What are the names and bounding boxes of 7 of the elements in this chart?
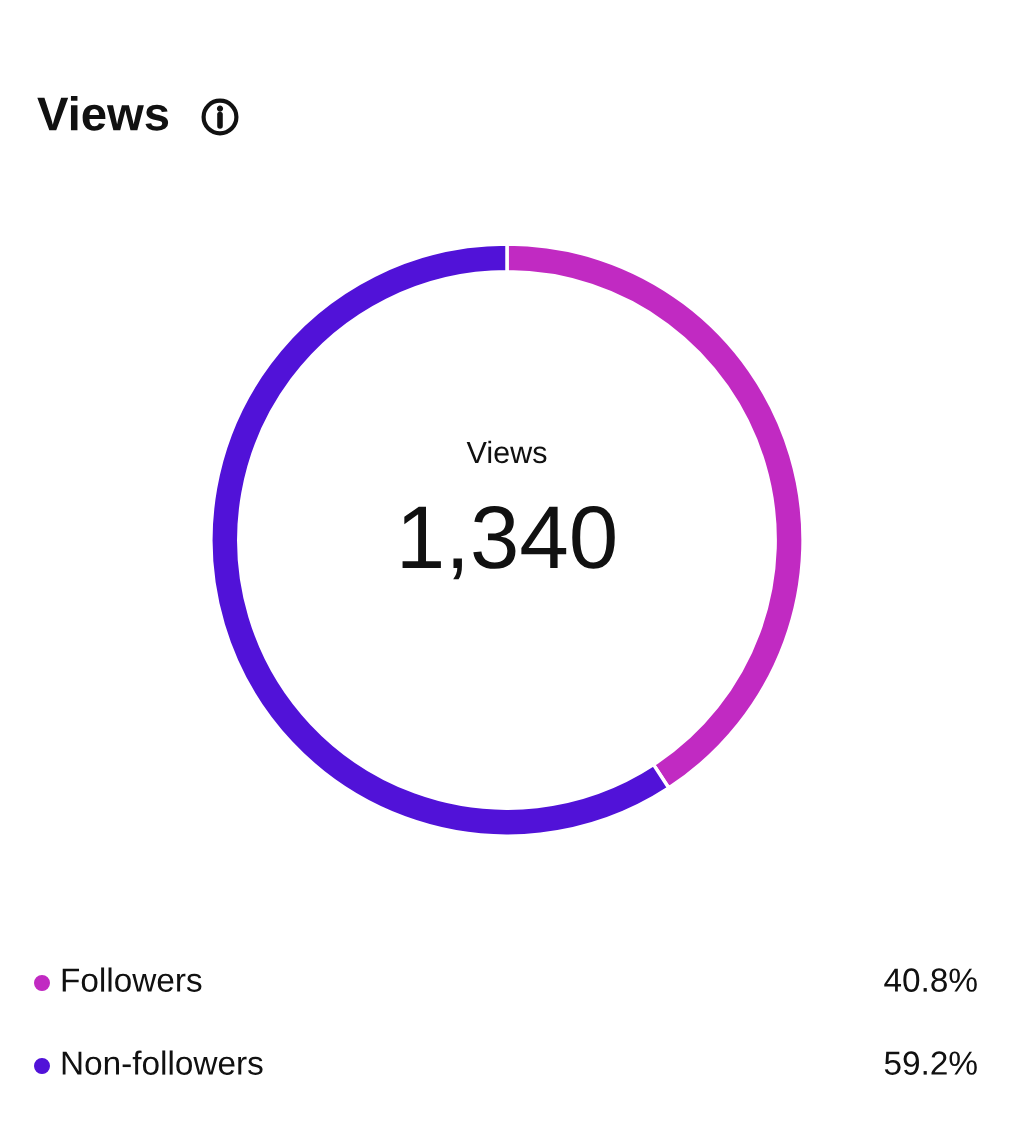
legend-label: Non-followers: [62, 1050, 263, 1075]
data-label: 40.8%: [884, 968, 977, 992]
text: 1,340: [402, 505, 615, 580]
text: Views: [466, 440, 547, 464]
legend-label: Followers: [62, 967, 202, 992]
chart-title: Views: [37, 95, 169, 131]
data-label: 59.2%: [884, 1051, 977, 1075]
